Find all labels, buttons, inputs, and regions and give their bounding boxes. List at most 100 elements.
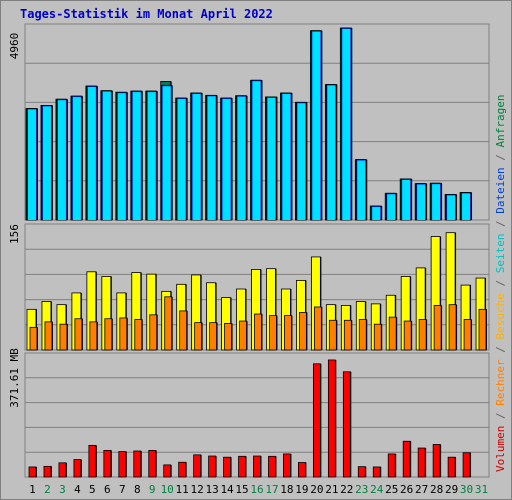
volumen-bar [447,456,456,478]
dateien-bar-fill [297,103,306,220]
rechner-bar [299,312,307,351]
rechner-bar [478,308,487,351]
x-tick-label: 12 [191,483,204,496]
rechner-bar [388,316,397,351]
x-tick-label: 26 [400,483,413,496]
x-tick-label: 30 [460,483,473,496]
legend-item: Seiten [494,234,507,280]
legend-item: Dateien [494,167,507,220]
x-tick-label: 22 [340,483,353,496]
x-tick-label: 4 [74,483,81,496]
x-tick-label: 31 [475,483,488,496]
x-tick-label: 15 [235,483,248,496]
x-tick-label: 14 [220,483,234,496]
legend: Volumen / Rechner / Besuche / Seiten / D… [494,94,507,472]
x-tick-label: 18 [280,483,293,496]
dateien-bar-fill [57,100,66,220]
rechner-bar [194,322,203,351]
volumen-bar [28,466,37,478]
volumen-bar [432,444,441,478]
volumen-bar [462,452,471,478]
volumen-bar [88,444,97,478]
x-tick-label: 2 [44,483,51,496]
volumen-bar [327,359,336,478]
dateien-bar-fill [402,179,411,220]
dateien-bar-fill [102,91,111,220]
dateien-bar-fill [192,94,201,220]
volumen-bar [283,453,291,478]
volumen-bar [148,449,157,478]
volumen-bar [43,465,52,478]
dateien-bar-fill [432,184,441,220]
rechner-bar [463,319,472,351]
x-tick-label: 10 [161,483,174,496]
volumen-bar [387,453,396,478]
rechner-bar [358,319,367,351]
rechner-bar [164,296,173,351]
dateien-bar-fill [162,86,171,221]
dateien-bar-fill [207,96,216,220]
volumen-bar [103,449,112,478]
dateien-bar-fill [132,92,141,220]
legend-item: / [494,412,507,425]
volumen-bar [223,456,231,478]
rechner-bar [239,320,247,351]
legend-item: Besuche [494,293,507,346]
volumen-bar [357,466,366,478]
legend-item: / [494,154,507,167]
dateien-bar-fill [147,92,156,220]
volumen-bar [58,462,67,478]
rechner-bar [224,323,232,351]
rechner-bar [74,318,83,351]
volumen-bar [417,447,426,478]
visits-ymax-label: 156 [8,224,21,244]
volume-panel [24,352,490,478]
volumen-bar [178,461,187,478]
volumen-bar [268,455,276,478]
volumen-bar [342,371,351,478]
rechner-bar [373,323,382,351]
dateien-bar-fill [117,93,126,220]
dateien-bar-fill [417,184,426,220]
rechner-bar [284,315,292,351]
dateien-bar-fill [447,195,456,220]
rechner-bar [149,314,158,351]
x-tick-label: 20 [310,483,323,496]
dateien-bar-fill [222,99,231,220]
dateien-bar-fill [72,97,81,220]
rechner-bar [343,319,352,351]
x-tick-label: 1 [29,483,36,496]
volumen-bar [253,455,261,478]
rechner-bar [59,323,68,351]
rechner-bar [209,322,217,351]
dateien-bar-fill [177,99,186,220]
dateien-bar-fill [372,207,381,220]
x-tick-label: 9 [149,483,156,496]
dateien-bar-fill [28,109,36,220]
rechner-bar [403,320,412,351]
volumen-bar [193,454,202,478]
legend-item: / [494,280,507,293]
x-tick-label: 6 [104,483,111,496]
volumen-bar [298,462,306,478]
visits-panel [24,223,490,351]
x-tick-label: 21 [325,483,338,496]
volumen-bar [312,363,321,478]
x-axis-labels: 1 2 3 4 5 6 7 8 9 10 11 12 13 14 15 16 17 18 19 20 21 22 23 24 2… [29,483,488,496]
volumen-bar [133,450,142,478]
dateien-bar-fill [357,160,366,220]
x-tick-label: 17 [265,483,278,496]
legend-item: / [494,220,507,233]
rechner-bar [269,315,277,351]
legend-item: Rechner [494,359,507,412]
x-tick-label: 23 [355,483,368,496]
rechner-bar [433,305,442,351]
dateien-bar-fill [267,97,276,220]
x-tick-label: 8 [134,483,141,496]
dateien-bar-fill [237,96,246,220]
rechner-bar [328,319,337,351]
x-tick-label: 5 [89,483,96,496]
volumen-bar [73,459,82,478]
rechner-bar [418,319,427,351]
